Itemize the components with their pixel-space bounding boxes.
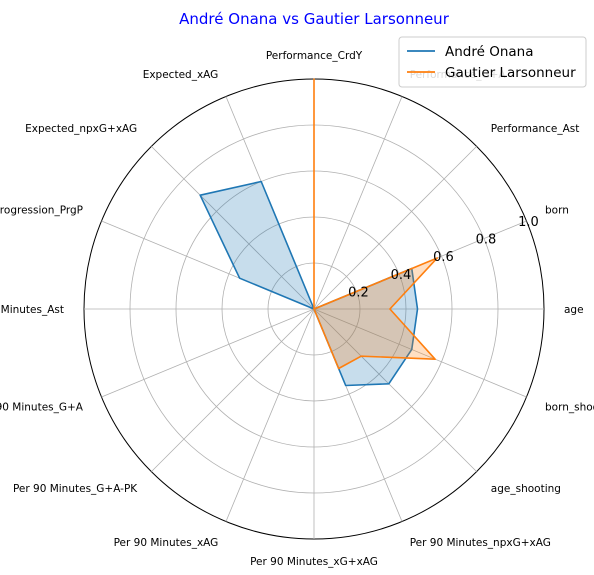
series-area-gautier-larsonneur [314,79,438,369]
category-label-expected-xag: Expected_xAG [143,69,219,81]
radial-tick-label: 0.6 [433,250,454,265]
chart-title: André Onana vs Gautier Larsonneur [179,10,450,28]
legend-label-gautier-larsonneur: Gautier Larsonneur [445,65,576,81]
category-label-born: born [545,204,569,216]
radar-spoke [313,146,477,310]
category-label-performance-ast: Performance_Ast [491,123,580,135]
series-line-gautier-larsonneur [313,78,439,370]
radial-tick-label: 1.0 [518,215,539,230]
radial-tick-label: 0.2 [348,285,369,300]
category-labels: agebornPerformance_AstPerformance_G+APer… [0,50,594,568]
category-label-expected-npxg-xag: Expected_npxG+xAG [25,123,137,135]
radar-spoke [101,308,315,398]
category-label-per-90-minutes-g-a: Per 90 Minutes_G+A [0,402,84,414]
radar-spoke [313,96,403,310]
radar-spoke [313,308,477,472]
radial-tick-labels: 0.2 0.4 0.6 0.8 1.0 [348,215,539,300]
category-label-progression-prgp: Progression_PrgP [0,204,83,216]
legend-label-andre-onana: André Onana [445,44,534,60]
radar-spoke [225,308,315,522]
category-label-performance-crdy: Performance_CrdY [266,50,363,62]
category-label-per-90-minutes-ast: Per 90 Minutes_Ast [0,304,64,316]
category-label-per-90-minutes-npxg-xag: Per 90 Minutes_npxG+xAG [410,537,551,549]
legend-frame [398,36,587,88]
category-label-per-90-minutes-g-a-pk: Per 90 Minutes_G+A-PK [13,483,138,495]
radial-tick-label: 0.8 [476,233,497,248]
radar-spoke [313,308,527,398]
radial-tick-label: 0.4 [391,268,412,283]
radar-spoke [151,308,315,472]
radar-series [199,78,439,387]
legend: André Onana Gautier Larsonneur [398,36,587,88]
category-label-born-shooting: born_shooting [545,402,594,414]
radar-spoke [151,146,315,310]
category-label-age-shooting: age_shooting [491,483,561,495]
category-label-per-90-minutes-xag: Per 90 Minutes_xAG [114,537,219,549]
category-label-per-90-minutes-xg-xag: Per 90 Minutes_xG+xAG [250,556,378,568]
category-label-age: age [564,304,584,316]
series-area-andr-onana [200,181,418,386]
